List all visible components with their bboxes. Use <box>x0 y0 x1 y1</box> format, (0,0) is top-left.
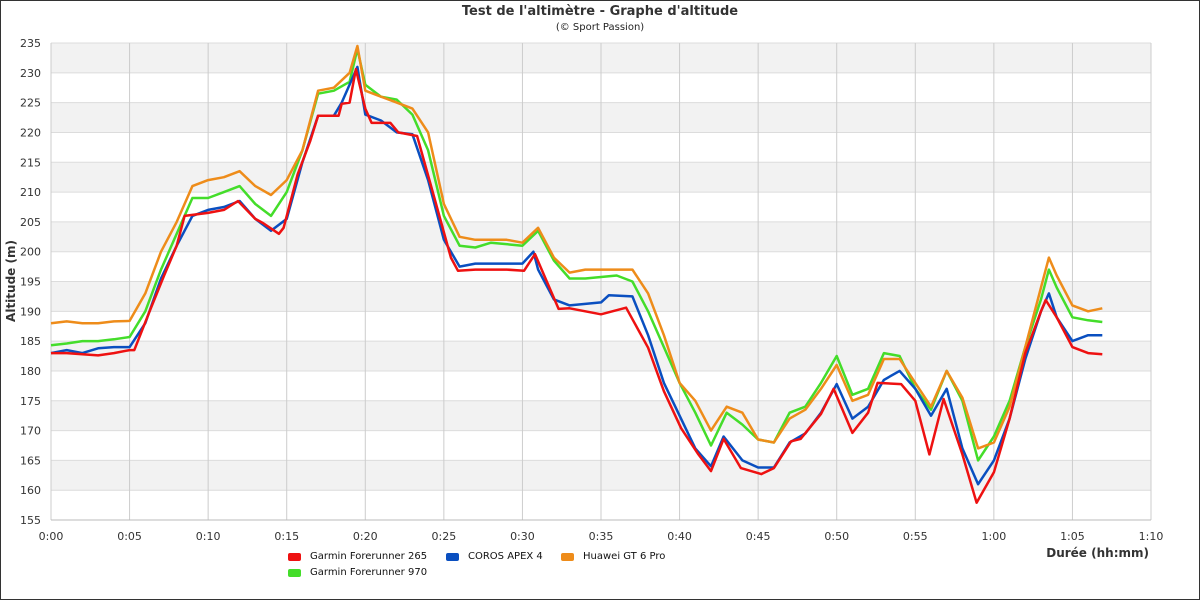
x-tick-label: 0:30 <box>510 530 535 543</box>
x-tick-label: 0:20 <box>353 530 378 543</box>
legend-label: Huawei GT 6 Pro <box>583 551 666 562</box>
y-tick-label: 155 <box>20 514 41 527</box>
y-axis-label: Altitude (m) <box>4 240 18 322</box>
legend-swatch <box>288 552 301 561</box>
series-line-coros-apex-4 <box>50 65 1103 486</box>
y-tick-label: 185 <box>20 335 41 348</box>
x-tick-label: 0:25 <box>432 530 457 543</box>
y-tick-label: 170 <box>20 425 41 438</box>
series-line-huawei-gt-6-pro <box>50 44 1103 450</box>
y-tick-label: 235 <box>20 37 41 50</box>
x-tick-label: 0:15 <box>274 530 299 543</box>
y-tick-label: 180 <box>20 365 41 378</box>
y-tick-label: 230 <box>20 67 41 80</box>
y-tick-label: 220 <box>20 126 41 139</box>
chart-subtitle: (© Sport Passion) <box>555 22 645 33</box>
legend-item-garmin-970[interactable]: Garmin Forerunner 970 <box>288 567 427 578</box>
y-tick-label: 175 <box>20 395 41 408</box>
y-tick-label: 205 <box>20 216 41 229</box>
y-tick-label: 195 <box>20 276 41 289</box>
y-tick-label: 165 <box>20 454 41 467</box>
x-tick-label: 0:55 <box>903 530 928 543</box>
legend-swatch <box>446 552 459 561</box>
y-tick-label: 200 <box>20 246 41 259</box>
x-tick-label: 0:10 <box>196 530 221 543</box>
x-tick-label: 0:05 <box>117 530 142 543</box>
legend-item-huawei-gt6-pro[interactable]: Huawei GT 6 Pro <box>561 551 665 562</box>
x-tick-label: 0:50 <box>824 530 849 543</box>
y-tick-label: 190 <box>20 305 41 318</box>
y-tick-label: 160 <box>20 484 41 497</box>
x-tick-label: 0:35 <box>589 530 614 543</box>
y-tick-label: 225 <box>20 97 41 110</box>
legend-label: Garmin Forerunner 970 <box>310 567 428 578</box>
x-tick-label: 1:00 <box>982 530 1007 543</box>
legend-item-garmin-265[interactable]: Garmin Forerunner 265 <box>288 551 427 562</box>
legend-label: COROS APEX 4 <box>468 551 543 562</box>
series-line-garmin-forerunner-265 <box>51 67 1103 504</box>
y-tick-label: 215 <box>20 156 41 169</box>
x-axis-label: Durée (hh:mm) <box>1046 546 1149 560</box>
legend-item-coros-apex-4[interactable]: COROS APEX 4 <box>446 551 543 562</box>
x-tick-label: 0:00 <box>39 530 64 543</box>
legend-label: Garmin Forerunner 265 <box>310 551 428 562</box>
x-tick-label: 1:05 <box>1060 530 1085 543</box>
x-tick-label: 1:10 <box>1139 530 1164 543</box>
chart-title: Test de l'altimètre - Graphe d'altitude <box>461 4 739 19</box>
x-tick-label: 0:45 <box>746 530 771 543</box>
legend-swatch <box>561 552 574 561</box>
legend-swatch <box>288 568 301 577</box>
y-tick-label: 210 <box>20 186 41 199</box>
x-tick-label: 0:40 <box>667 530 692 543</box>
